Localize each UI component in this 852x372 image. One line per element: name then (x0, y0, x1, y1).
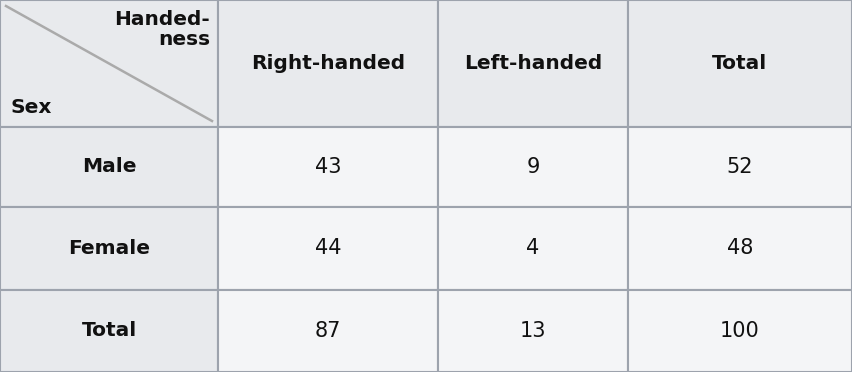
Text: Right-handed: Right-handed (251, 54, 405, 73)
Bar (0, 127, 218, 207)
Text: Total: Total (712, 54, 768, 73)
Text: 43: 43 (314, 157, 342, 177)
Bar (438, 0, 628, 127)
Text: 100: 100 (720, 321, 760, 341)
Bar (218, 0, 438, 127)
Text: Left-handed: Left-handed (463, 54, 602, 73)
Text: Female: Female (68, 239, 150, 258)
Bar (218, 207, 438, 290)
Text: Total: Total (82, 321, 136, 340)
Bar (438, 127, 628, 207)
Bar (218, 127, 438, 207)
Bar (628, 290, 852, 372)
Bar (438, 290, 628, 372)
Bar (0, 0, 218, 127)
Bar (218, 290, 438, 372)
Text: 13: 13 (520, 321, 546, 341)
Bar (628, 127, 852, 207)
Text: 9: 9 (527, 157, 539, 177)
Text: 87: 87 (314, 321, 341, 341)
Text: 4: 4 (527, 238, 539, 259)
Bar (628, 0, 852, 127)
Bar (0, 207, 218, 290)
Bar (628, 207, 852, 290)
Text: 44: 44 (314, 238, 342, 259)
Text: Sex: Sex (10, 98, 51, 117)
Text: 52: 52 (727, 157, 753, 177)
Text: Handed-
ness: Handed- ness (114, 10, 210, 49)
Bar (0, 290, 218, 372)
Text: Male: Male (82, 157, 136, 176)
Bar (438, 207, 628, 290)
Text: 48: 48 (727, 238, 753, 259)
